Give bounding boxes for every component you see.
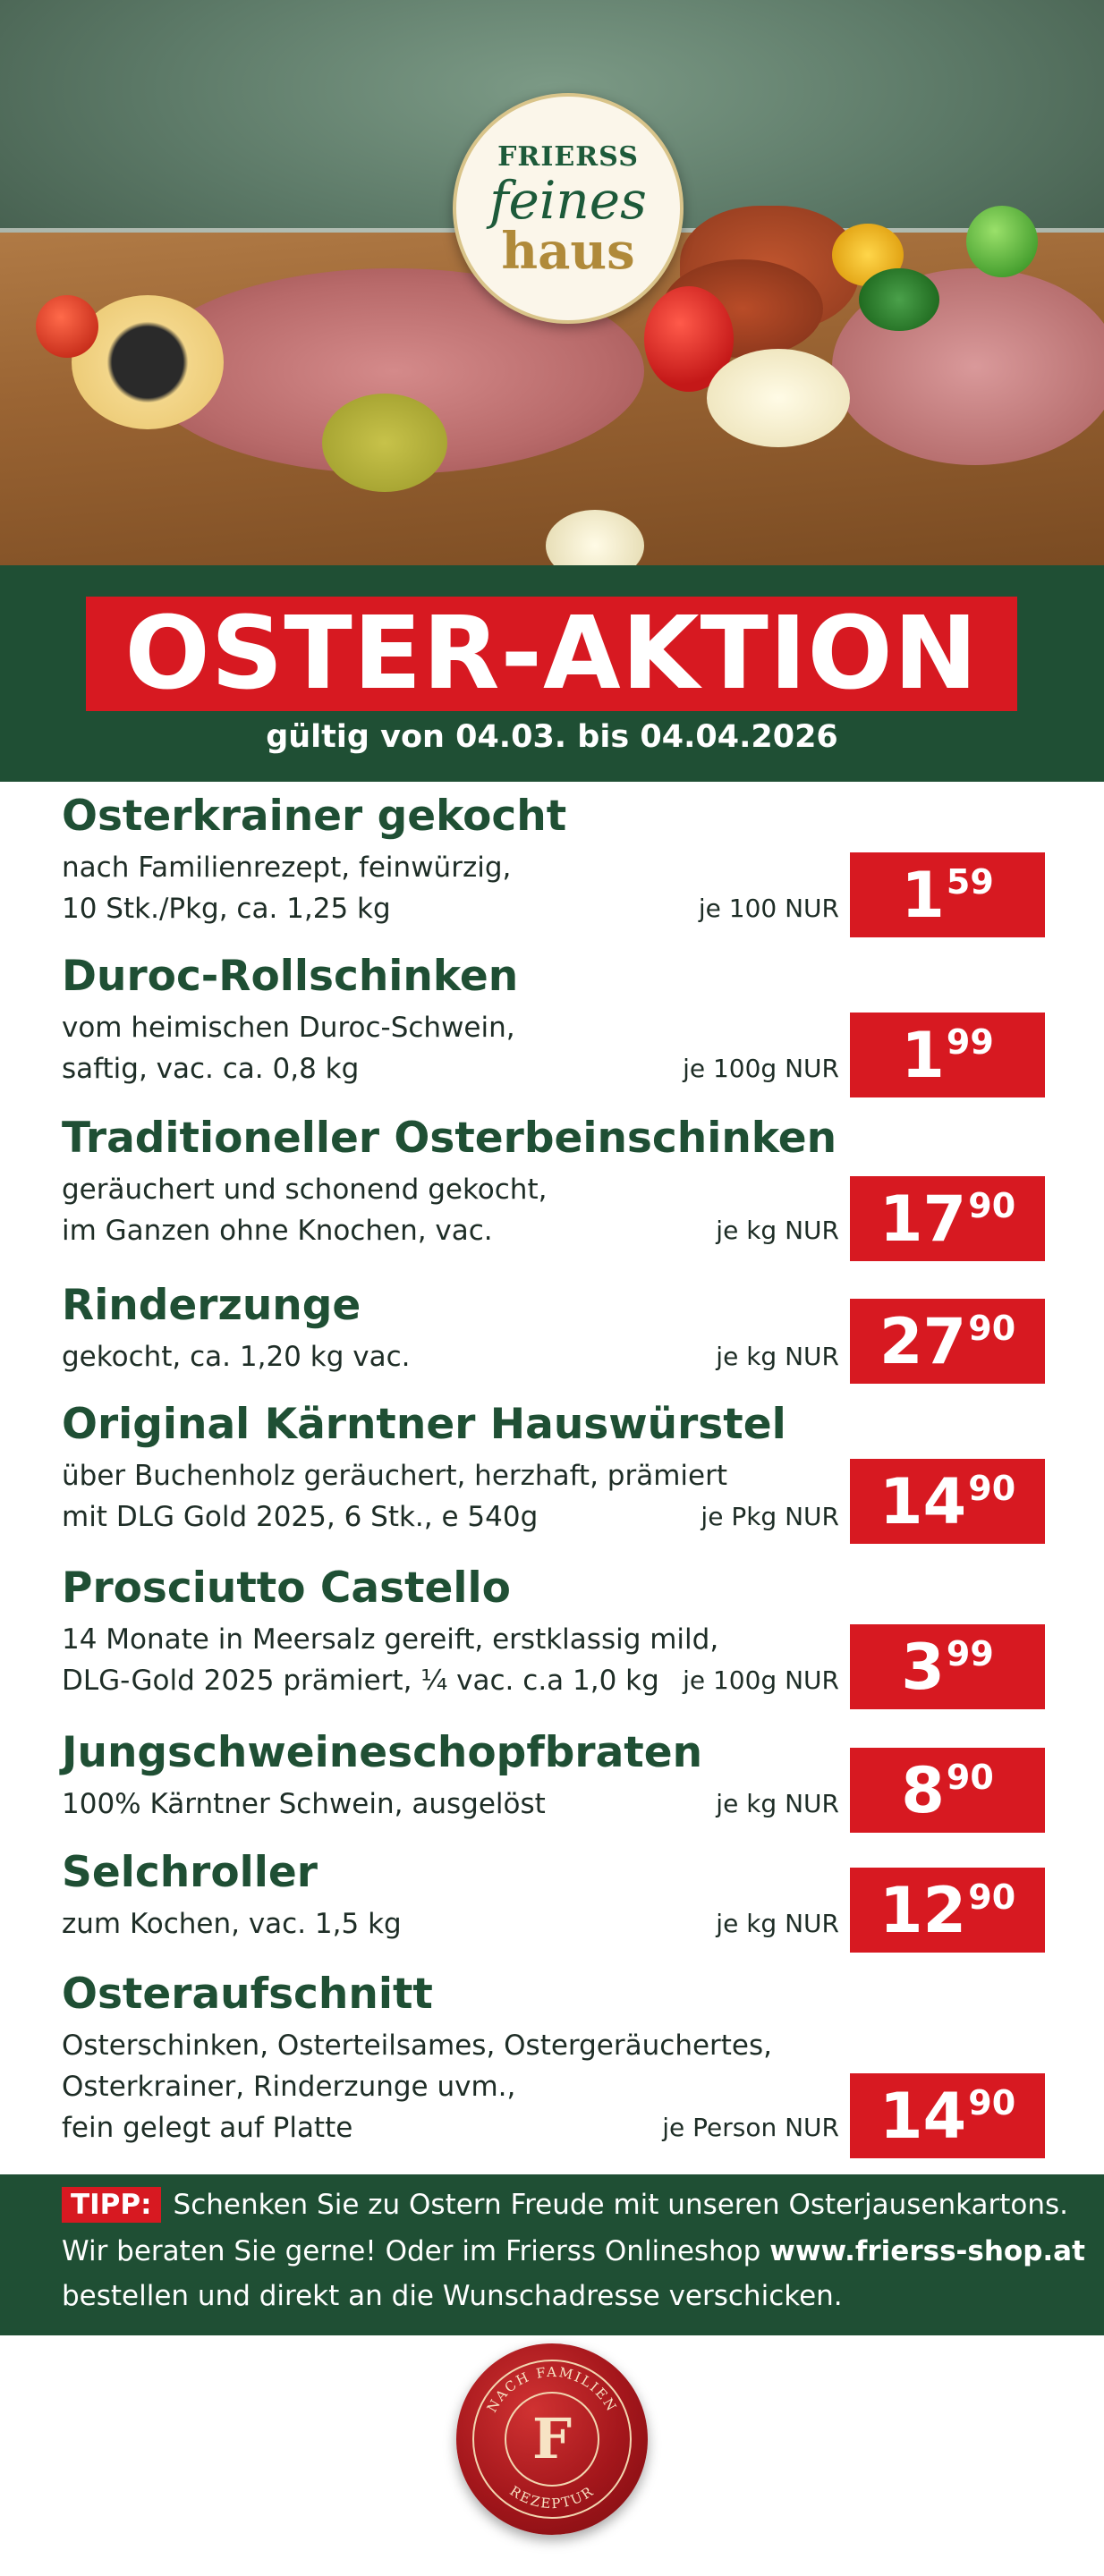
product-desc-line: über Buchenholz geräuchert, herzhaft, pr… xyxy=(62,1460,727,1492)
tipp-text-3: bestellen und direkt an die Wunschadress… xyxy=(62,2280,843,2312)
tipp-line-1: TIPP: Schenken Sie zu Ostern Freude mit u… xyxy=(62,2187,1068,2223)
price-decimal: 90 xyxy=(968,1309,1016,1348)
product-item: Duroc-Rollschinken vom heimischen Duroc-… xyxy=(0,952,1104,1104)
product-desc-line: 10 Stk./Pkg, ca. 1,25 kg xyxy=(62,893,391,925)
product-name: Selchroller xyxy=(62,1848,318,1897)
product-unit: je kg NUR xyxy=(716,1216,839,1245)
price-integer: 8 xyxy=(901,1753,945,1827)
product-desc-line: Osterschinken, Osterteilsames, Ostergerä… xyxy=(62,2029,773,2062)
logo-line2: haus xyxy=(501,221,635,281)
validity-text: gültig von 04.03. bis 04.04.2026 xyxy=(266,719,838,755)
white-egg xyxy=(546,510,644,565)
price-integer: 3 xyxy=(901,1630,945,1704)
title-box: OSTER-AKTION xyxy=(86,596,1017,712)
product-unit: je kg NUR xyxy=(716,1342,839,1371)
product-desc-line: zum Kochen, vac. 1,5 kg xyxy=(62,1908,402,1940)
promo-banner: OSTER-AKTION gültig von 04.03. bis 04.04… xyxy=(0,565,1104,782)
tipp-box: TIPP: Schenken Sie zu Ostern Freude mit u… xyxy=(0,2174,1104,2335)
price-decimal: 90 xyxy=(946,1758,994,1797)
product-item: Prosciutto Castello 14 Monate in Meersal… xyxy=(0,1563,1104,1716)
price-decimal: 59 xyxy=(946,862,994,902)
price-decimal: 99 xyxy=(946,1634,994,1674)
price-integer: 1 xyxy=(901,1018,945,1092)
tipp-text-1: Schenken Sie zu Ostern Freude mit unsere… xyxy=(173,2189,1069,2221)
product-desc-line: fein gelegt auf Platte xyxy=(62,2112,353,2144)
product-desc-line: Osterkrainer, Rinderzunge uvm., xyxy=(62,2071,516,2103)
price-integer: 17 xyxy=(879,1182,967,1256)
price-integer: 27 xyxy=(879,1304,967,1378)
seal-text-bottom: REZEPTUR xyxy=(507,2483,598,2512)
green-egg xyxy=(966,206,1038,277)
tomato xyxy=(36,295,98,358)
price-tag: 1 99 xyxy=(850,1013,1045,1097)
product-name: Original Kärntner Hauswürstel xyxy=(62,1400,786,1449)
price-decimal: 90 xyxy=(968,1877,1016,1917)
product-name: Jungschweineschopfbraten xyxy=(62,1728,703,1777)
product-desc-line: 14 Monate in Meersalz gereift, erstklass… xyxy=(62,1623,719,1656)
price-tag: 14 90 xyxy=(850,2073,1045,2158)
product-name: Osteraufschnitt xyxy=(62,1970,433,2019)
frierss-logo: FRIERSS feines haus xyxy=(453,93,684,324)
product-desc-line: gekocht, ca. 1,20 kg vac. xyxy=(62,1341,411,1373)
product-item: Original Kärntner Hauswürstel über Buche… xyxy=(0,1400,1104,1552)
logo-line1: feines xyxy=(489,169,647,231)
product-desc-line: geräuchert und schonend gekocht, xyxy=(62,1174,548,1206)
seal-letter: F xyxy=(532,2406,572,2471)
product-unit: je kg NUR xyxy=(716,1789,839,1818)
product-desc-line: mit DLG Gold 2025, 6 Stk., e 540g xyxy=(62,1501,539,1533)
page-title: OSTER-AKTION xyxy=(124,596,979,712)
product-name: Prosciutto Castello xyxy=(62,1563,511,1613)
price-tag: 3 99 xyxy=(850,1624,1045,1709)
product-item: Rinderzunge gekocht, ca. 1,20 kg vac. je… xyxy=(0,1281,1104,1397)
seal-graphic: NACH FAMILIEN REZEPTUR F xyxy=(472,2360,632,2519)
price-integer: 14 xyxy=(879,2079,967,2153)
product-desc-line: DLG-Gold 2025 prämiert, ¼ vac. c.a 1,0 k… xyxy=(62,1665,659,1697)
price-tag: 1 59 xyxy=(850,852,1045,937)
price-tag: 17 90 xyxy=(850,1176,1045,1261)
product-item: Osterkrainer gekocht nach Familienrezept… xyxy=(0,792,1104,944)
herbs xyxy=(859,268,939,331)
logo-brand: FRIERSS xyxy=(497,140,639,173)
price-integer: 14 xyxy=(879,1464,967,1538)
product-name: Duroc-Rollschinken xyxy=(62,952,519,1001)
product-item: Osteraufschnitt Osterschinken, Osterteil… xyxy=(0,1970,1104,2166)
hero-photo: FRIERSS feines haus xyxy=(0,0,1104,565)
price-tag: 27 90 xyxy=(850,1299,1045,1384)
tipp-line-3: bestellen und direkt an die Wunschadress… xyxy=(62,2280,843,2312)
product-unit: je 100 NUR xyxy=(698,894,839,923)
product-item: Jungschweineschopfbraten 100% Kärntner S… xyxy=(0,1728,1104,1844)
price-decimal: 90 xyxy=(968,2083,1016,2123)
tipp-label: TIPP: xyxy=(62,2187,161,2223)
price-tag: 12 90 xyxy=(850,1868,1045,1953)
product-desc-line: im Ganzen ohne Knochen, vac. xyxy=(62,1215,493,1247)
price-integer: 1 xyxy=(901,858,945,932)
product-desc-line: nach Familienrezept, feinwürzig, xyxy=(62,852,512,884)
product-item: Selchroller zum Kochen, vac. 1,5 kg je k… xyxy=(0,1848,1104,1964)
product-desc-line: saftig, vac. ca. 0,8 kg xyxy=(62,1053,360,1085)
product-name: Rinderzunge xyxy=(62,1281,361,1330)
product-unit: je 100g NUR xyxy=(683,1054,839,1083)
product-name: Traditioneller Osterbeinschinken xyxy=(62,1114,837,1163)
product-desc-line: 100% Kärntner Schwein, ausgelöst xyxy=(62,1788,546,1820)
tipp-text-2: Wir beraten Sie gerne! Oder im Frierss O… xyxy=(62,2235,770,2267)
product-name: Osterkrainer gekocht xyxy=(62,792,567,841)
cheese xyxy=(707,349,850,447)
shop-link[interactable]: www.frierss-shop.at xyxy=(769,2235,1085,2267)
price-decimal: 90 xyxy=(968,1469,1016,1508)
price-integer: 12 xyxy=(879,1873,967,1947)
product-item: Traditioneller Osterbeinschinken geräuch… xyxy=(0,1114,1104,1266)
tipp-line-2: Wir beraten Sie gerne! Oder im Frierss O… xyxy=(62,2235,1085,2267)
wax-seal: NACH FAMILIEN REZEPTUR F xyxy=(456,2343,648,2535)
product-unit: je 100g NUR xyxy=(683,1665,839,1695)
price-tag: 14 90 xyxy=(850,1459,1045,1544)
product-unit: je Pkg NUR xyxy=(701,1502,839,1531)
price-tag: 8 90 xyxy=(850,1748,1045,1833)
price-decimal: 90 xyxy=(968,1186,1016,1225)
product-desc-line: vom heimischen Duroc-Schwein, xyxy=(62,1012,515,1044)
pickles xyxy=(322,394,447,492)
price-decimal: 99 xyxy=(946,1022,994,1062)
product-unit: je Person NUR xyxy=(662,2113,839,2142)
product-unit: je kg NUR xyxy=(716,1909,839,1938)
